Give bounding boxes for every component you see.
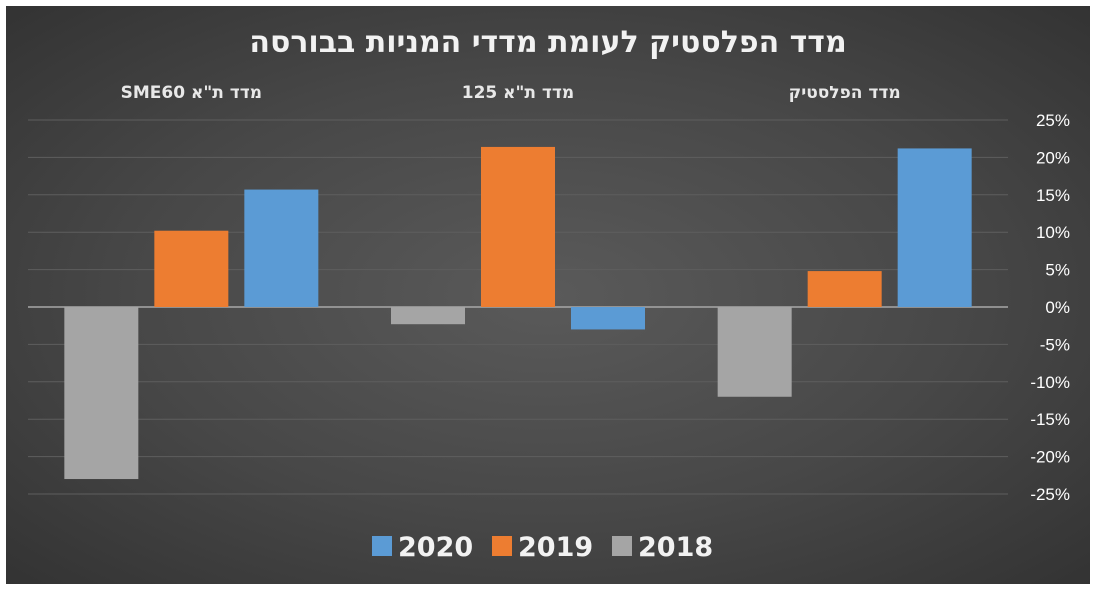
y-tick-label: 25% bbox=[1036, 111, 1070, 130]
y-tick-label: 15% bbox=[1036, 186, 1070, 205]
bar-2019 bbox=[807, 271, 882, 307]
bar-2020 bbox=[244, 189, 319, 307]
legend: 2020 2019 2018 bbox=[372, 532, 713, 563]
y-axis-ticks: 25% 20% 15% 10% 5% 0% -5% -10% -15% -20% -25% bbox=[1030, 111, 1070, 504]
chart-title: מדד הפלסטיק לעומת מדדי המניות בבורסה bbox=[249, 25, 846, 60]
bar-2020 bbox=[571, 307, 645, 330]
chart: מדד הפלסטיק לעומת מדדי המניות בבורסה מדד… bbox=[28, 25, 1070, 563]
bar-2020 bbox=[897, 148, 972, 307]
y-tick-label: -20% bbox=[1030, 448, 1070, 467]
y-tick-label: -5% bbox=[1040, 335, 1070, 354]
legend-swatch-2020 bbox=[372, 536, 392, 556]
bar-2019 bbox=[154, 230, 229, 307]
chart-frame: מדד הפלסטיק לעומת מדדי המניות בבורסה מדד… bbox=[6, 6, 1090, 584]
category-labels: מדד ת"א SME60 מדד ת"א 125 מדד הפלסטיק bbox=[121, 83, 901, 103]
bar-2018 bbox=[717, 307, 792, 397]
y-tick-label: -15% bbox=[1030, 410, 1070, 429]
legend-label-2019: 2019 bbox=[518, 532, 593, 563]
bar-2019 bbox=[481, 146, 555, 307]
y-tick-label: 10% bbox=[1036, 223, 1070, 242]
legend-label-2020: 2020 bbox=[398, 532, 473, 563]
y-tick-label: 5% bbox=[1045, 261, 1070, 280]
y-tick-label: 0% bbox=[1045, 298, 1070, 317]
legend-swatch-2018 bbox=[612, 536, 632, 556]
bar-2018 bbox=[391, 307, 465, 325]
legend-swatch-2019 bbox=[492, 536, 512, 556]
bar-2018 bbox=[64, 307, 139, 480]
category-label: מדד ת"א 125 bbox=[462, 83, 574, 103]
y-tick-label: 20% bbox=[1036, 148, 1070, 167]
bars bbox=[64, 146, 972, 480]
y-tick-label: -25% bbox=[1030, 485, 1070, 504]
category-label: מדד הפלסטיק bbox=[789, 83, 901, 103]
legend-label-2018: 2018 bbox=[638, 532, 713, 563]
category-label: מדד ת"א SME60 bbox=[121, 83, 262, 103]
y-tick-label: -10% bbox=[1030, 373, 1070, 392]
